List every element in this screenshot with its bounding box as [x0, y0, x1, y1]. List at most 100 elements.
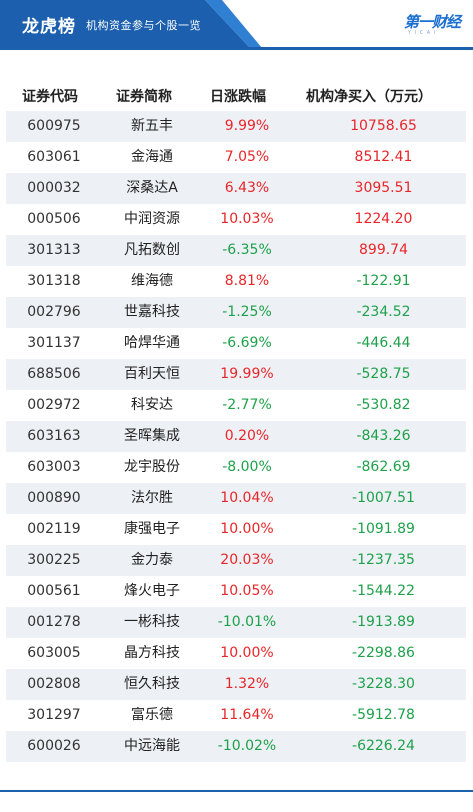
table-row: 000561 烽火电子 10.05% -1544.22 — [6, 576, 466, 607]
stock-name-cell: 康强电子 — [124, 521, 180, 537]
stock-name-cell: 科安达 — [131, 397, 173, 413]
daily-change-cell: 20.03% — [220, 552, 274, 568]
stock-name-cell: 法尔胜 — [131, 490, 173, 506]
stock-code-cell: 301318 — [27, 273, 81, 289]
stock-code-cell: 000561 — [27, 583, 81, 599]
net-buy-cell: 8512.41 — [354, 149, 413, 165]
stock-code-cell: 688506 — [27, 366, 81, 382]
net-buy-cell: 899.74 — [359, 242, 408, 258]
stock-name-cell: 哈焊华通 — [124, 335, 180, 351]
stock-name-cell: 中远海能 — [124, 738, 180, 754]
table-row: 600975 新五丰 9.99% 10758.65 — [6, 111, 466, 142]
stock-code-cell: 000032 — [27, 180, 81, 196]
stock-code-cell: 603003 — [27, 459, 81, 475]
stock-name-cell: 百利天恒 — [124, 366, 180, 382]
daily-change-cell: -10.01% — [217, 614, 277, 630]
daily-change-cell: 0.20% — [224, 428, 270, 444]
header-underline — [0, 47, 473, 50]
net-buy-cell: -528.75 — [356, 366, 411, 382]
daily-change-cell: 10.05% — [220, 583, 274, 599]
daily-change-cell: 10.00% — [220, 645, 274, 661]
table-row: 000032 深桑达A 6.43% 3095.51 — [6, 173, 466, 204]
column-header-code: 证券代码 — [22, 89, 78, 105]
net-buy-cell: -1237.35 — [352, 552, 415, 568]
table-row: 688506 百利天恒 19.99% -528.75 — [6, 359, 466, 390]
net-buy-cell: -122.91 — [356, 273, 411, 289]
table-row: 002972 科安达 -2.77% -530.82 — [6, 390, 466, 421]
daily-change-cell: 1.32% — [224, 676, 270, 692]
stock-name-cell: 金海通 — [131, 149, 173, 165]
stock-name-cell: 烽火电子 — [124, 583, 180, 599]
page-title: 龙虎榜 — [22, 17, 76, 37]
daily-change-cell: 10.00% — [220, 521, 274, 537]
table-row: 603003 龙宇股份 -8.00% -862.69 — [6, 452, 466, 483]
stock-code-cell: 002972 — [27, 397, 81, 413]
stock-name-cell: 恒久科技 — [124, 676, 180, 692]
stock-name-cell: 新五丰 — [131, 118, 173, 134]
daily-change-cell: -1.25% — [222, 304, 272, 320]
daily-change-cell: 19.99% — [220, 366, 274, 382]
stock-code-cell: 002808 — [27, 676, 81, 692]
net-buy-cell: -1007.51 — [352, 490, 415, 506]
footer-divider — [0, 790, 473, 792]
table-row: 000890 法尔胜 10.04% -1007.51 — [6, 483, 466, 514]
net-buy-cell: 1224.20 — [354, 211, 413, 227]
net-buy-cell: -1091.89 — [352, 521, 415, 537]
data-table: 600975 新五丰 9.99% 10758.65 603061 金海通 7.05% 8512… — [6, 111, 466, 762]
brand-logo: 第一财经 — [404, 13, 461, 31]
stock-code-cell: 002119 — [27, 521, 81, 537]
table-row: 002119 康强电子 10.00% -1091.89 — [6, 514, 466, 545]
column-header-net-buy: 机构净买入（万元） — [306, 89, 432, 105]
stock-name-cell: 世嘉科技 — [124, 304, 180, 320]
stock-name-cell: 一彬科技 — [124, 614, 180, 630]
stock-code-cell: 603163 — [27, 428, 81, 444]
net-buy-cell: -862.69 — [356, 459, 411, 475]
column-header-name: 证券简称 — [116, 89, 172, 105]
net-buy-cell: -3228.30 — [352, 676, 415, 692]
daily-change-cell: 8.81% — [224, 273, 270, 289]
stock-name-cell: 维海德 — [131, 273, 173, 289]
daily-change-cell: 11.64% — [220, 707, 274, 723]
stock-code-cell: 600975 — [27, 118, 81, 134]
stock-name-cell: 晶方科技 — [124, 645, 180, 661]
stock-name-cell: 中润资源 — [124, 211, 180, 227]
table-row: 600026 中远海能 -10.02% -6226.24 — [6, 731, 466, 762]
daily-change-cell: -6.69% — [222, 335, 272, 351]
net-buy-cell: -1544.22 — [352, 583, 415, 599]
table-row: 301137 哈焊华通 -6.69% -446.44 — [6, 328, 466, 359]
stock-code-cell: 301137 — [27, 335, 81, 351]
brand-logo-sub: Y I C A I — [408, 30, 437, 36]
net-buy-cell: -234.52 — [356, 304, 411, 320]
net-buy-cell: 10758.65 — [350, 118, 417, 134]
stock-code-cell: 603061 — [27, 149, 81, 165]
table-row: 000506 中润资源 10.03% 1224.20 — [6, 204, 466, 235]
net-buy-cell: -843.26 — [356, 428, 411, 444]
stock-code-cell: 301297 — [27, 707, 81, 723]
column-header-change: 日涨跌幅 — [210, 89, 266, 105]
net-buy-cell: 3095.51 — [354, 180, 413, 196]
page-subtitle: 机构资金参与个股一览 — [86, 19, 201, 32]
table-row: 002808 恒久科技 1.32% -3228.30 — [6, 669, 466, 700]
stock-code-cell: 001278 — [27, 614, 81, 630]
stock-code-cell: 600026 — [27, 738, 81, 754]
table-row: 002796 世嘉科技 -1.25% -234.52 — [6, 297, 466, 328]
daily-change-cell: -6.35% — [222, 242, 272, 258]
table-row: 301313 凡拓数创 -6.35% 899.74 — [6, 235, 466, 266]
net-buy-cell: -6226.24 — [352, 738, 415, 754]
net-buy-cell: -1913.89 — [352, 614, 415, 630]
daily-change-cell: -8.00% — [222, 459, 272, 475]
daily-change-cell: -2.77% — [222, 397, 272, 413]
table-row: 001278 一彬科技 -10.01% -1913.89 — [6, 607, 466, 638]
table-row: 301318 维海德 8.81% -122.91 — [6, 266, 466, 297]
table-row: 603163 圣晖集成 0.20% -843.26 — [6, 421, 466, 452]
stock-code-cell: 002796 — [27, 304, 81, 320]
net-buy-cell: -5912.78 — [352, 707, 415, 723]
stock-code-cell: 301313 — [27, 242, 81, 258]
net-buy-cell: -2298.86 — [352, 645, 415, 661]
net-buy-cell: -446.44 — [356, 335, 411, 351]
header-banner: 龙虎榜 机构资金参与个股一览 第一财经 Y I C A I — [0, 0, 473, 52]
stock-name-cell: 圣晖集成 — [124, 428, 180, 444]
daily-change-cell: 9.99% — [224, 118, 270, 134]
header-band — [0, 0, 262, 48]
stock-code-cell: 000890 — [27, 490, 81, 506]
